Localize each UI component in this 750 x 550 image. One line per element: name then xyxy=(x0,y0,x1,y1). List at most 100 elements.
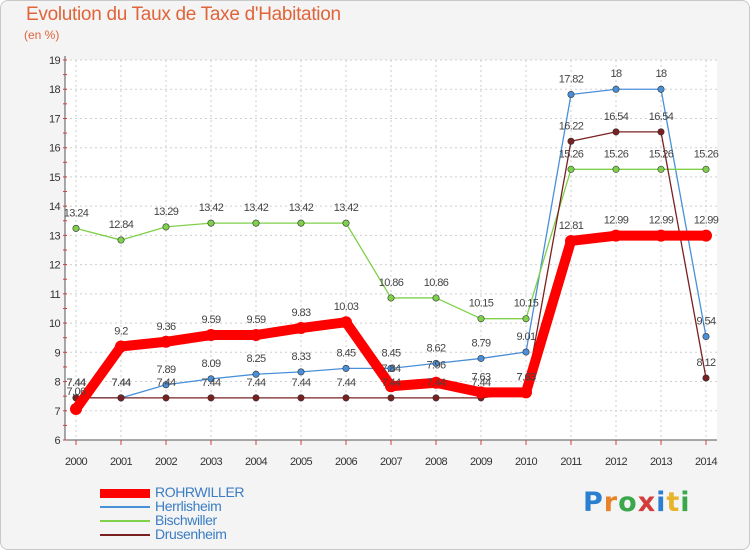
data-label-drusenheim: 8.12 xyxy=(696,357,715,369)
y-tick-label: 10 xyxy=(49,318,61,330)
data-point-drusenheim xyxy=(567,137,575,145)
x-tick-label: 2009 xyxy=(470,456,493,468)
data-point-herrlisheim xyxy=(207,375,215,383)
y-tick-label: 14 xyxy=(49,201,61,213)
data-label-rohrwiller: 9.2 xyxy=(114,325,128,337)
data-label-bischwiller: 13.42 xyxy=(289,202,314,214)
data-label-herrlisheim: 18 xyxy=(655,68,667,80)
legend-swatch xyxy=(100,534,150,536)
data-label-rohrwiller: 12.99 xyxy=(649,215,674,227)
data-label-bischwiller: 10.86 xyxy=(379,277,404,289)
data-point-drusenheim xyxy=(117,394,125,402)
data-point-herrlisheim xyxy=(567,90,575,98)
x-tick-label: 2002 xyxy=(155,456,178,468)
data-point-herrlisheim xyxy=(702,333,710,341)
data-label-drusenheim: 16.54 xyxy=(604,111,629,123)
x-tick-label: 2014 xyxy=(695,456,718,468)
data-point-bischwiller xyxy=(657,165,665,173)
data-point-bischwiller xyxy=(207,219,215,227)
data-label-rohrwiller: 7.84 xyxy=(381,363,400,375)
data-label-layer: 7.06 9.2 9.36 9.59 9.59 9.83 10.03 7.84 7.96 7.63… xyxy=(64,68,720,398)
data-point-drusenheim xyxy=(387,394,395,402)
data-point-rohrwiller xyxy=(475,386,487,399)
data-point-rohrwiller xyxy=(115,340,127,353)
data-label-drusenheim: 7.44 xyxy=(66,377,85,389)
legend-swatch xyxy=(100,506,150,508)
y-tick-label: 8 xyxy=(54,377,60,389)
x-tick-label: 2004 xyxy=(245,456,268,468)
data-point-drusenheim xyxy=(702,374,710,382)
data-label-drusenheim: 7.44 xyxy=(471,377,490,389)
data-point-herrlisheim xyxy=(297,368,305,376)
data-label-herrlisheim: 7.44 xyxy=(111,377,130,389)
data-label-rohrwiller: 12.99 xyxy=(604,215,629,227)
data-label-drusenheim: 7.44 xyxy=(201,377,220,389)
data-label-rohrwiller: 9.36 xyxy=(156,321,175,333)
x-tick-label: 2010 xyxy=(515,456,538,468)
y-tick-label: 6 xyxy=(54,435,60,447)
y-tick-label: 15 xyxy=(49,172,61,184)
data-label-drusenheim: 7.44 xyxy=(336,377,355,389)
data-point-drusenheim xyxy=(297,394,305,402)
data-label-rohrwiller: 12.81 xyxy=(559,220,584,232)
data-label-rohrwiller: 7.96 xyxy=(426,360,445,372)
data-label-bischwiller: 13.42 xyxy=(334,202,359,214)
x-tick-label: 2005 xyxy=(290,456,313,468)
data-label-rohrwiller: 7.63 xyxy=(516,371,535,383)
data-label-herrlisheim: 8.09 xyxy=(201,358,220,370)
data-label-rohrwiller: 12.99 xyxy=(694,215,719,227)
data-point-drusenheim xyxy=(207,394,215,402)
data-point-bischwiller xyxy=(432,294,440,302)
data-label-drusenheim: 7.44 xyxy=(111,377,130,389)
data-label-drusenheim: 7.63 xyxy=(516,371,535,383)
data-label-bischwiller: 12.84 xyxy=(109,219,134,231)
data-label-drusenheim: 7.44 xyxy=(426,377,445,389)
x-tick-label: 2008 xyxy=(425,456,448,468)
logo-letter: i xyxy=(680,487,691,518)
x-tick-label: 2011 xyxy=(560,456,582,468)
x-tick-label: 2007 xyxy=(380,456,403,468)
data-label-bischwiller: 15.26 xyxy=(604,148,629,160)
x-tick-label: 2000 xyxy=(65,456,88,468)
y-tick-label: 13 xyxy=(49,230,61,242)
data-point-rohrwiller xyxy=(610,229,622,242)
data-label-rohrwiller: 7.06 xyxy=(66,386,85,398)
logo-letter: x xyxy=(637,487,657,518)
logo-letter: P xyxy=(583,487,604,518)
data-label-herrlisheim: 18 xyxy=(610,68,622,80)
data-point-drusenheim xyxy=(432,394,440,402)
data-point-drusenheim xyxy=(657,128,665,136)
data-label-rohrwiller: 9.59 xyxy=(201,314,220,326)
data-label-bischwiller: 13.29 xyxy=(154,206,179,218)
logo-letter: i xyxy=(656,487,667,518)
data-point-bischwiller xyxy=(522,315,530,323)
proxiti-logo: Proxiti xyxy=(583,487,691,518)
data-point-drusenheim xyxy=(162,394,170,402)
y-tick-label: 12 xyxy=(49,260,61,272)
data-point-rohrwiller xyxy=(520,386,532,399)
series-layer xyxy=(70,85,712,416)
data-point-bischwiller xyxy=(297,219,305,227)
chart-title: Evolution du Taux de Taxe d'Habitation xyxy=(26,4,341,25)
x-tick-label: 2001 xyxy=(110,456,133,468)
legend-swatch xyxy=(100,488,150,498)
data-point-herrlisheim xyxy=(657,85,665,93)
data-label-bischwiller: 15.26 xyxy=(649,148,674,160)
data-point-bischwiller xyxy=(342,219,350,227)
chart-subtitle: (en %) xyxy=(24,28,60,42)
data-point-herrlisheim xyxy=(522,348,530,356)
x-tick-label: 2006 xyxy=(335,456,358,468)
y-tick-label: 19 xyxy=(49,55,61,67)
x-tick-label: 2013 xyxy=(650,456,673,468)
data-point-herrlisheim xyxy=(252,370,260,378)
data-label-bischwiller: 13.42 xyxy=(199,202,224,214)
data-point-rohrwiller xyxy=(430,376,442,389)
data-point-bischwiller xyxy=(612,165,620,173)
x-tick-label: 2003 xyxy=(200,456,223,468)
data-point-herrlisheim xyxy=(342,364,350,372)
legend-label: ROHRWILLER xyxy=(155,484,245,500)
data-point-bischwiller xyxy=(252,219,260,227)
data-point-rohrwiller xyxy=(160,335,172,348)
data-label-bischwiller: 15.26 xyxy=(559,148,584,160)
data-point-herrlisheim xyxy=(612,85,620,93)
